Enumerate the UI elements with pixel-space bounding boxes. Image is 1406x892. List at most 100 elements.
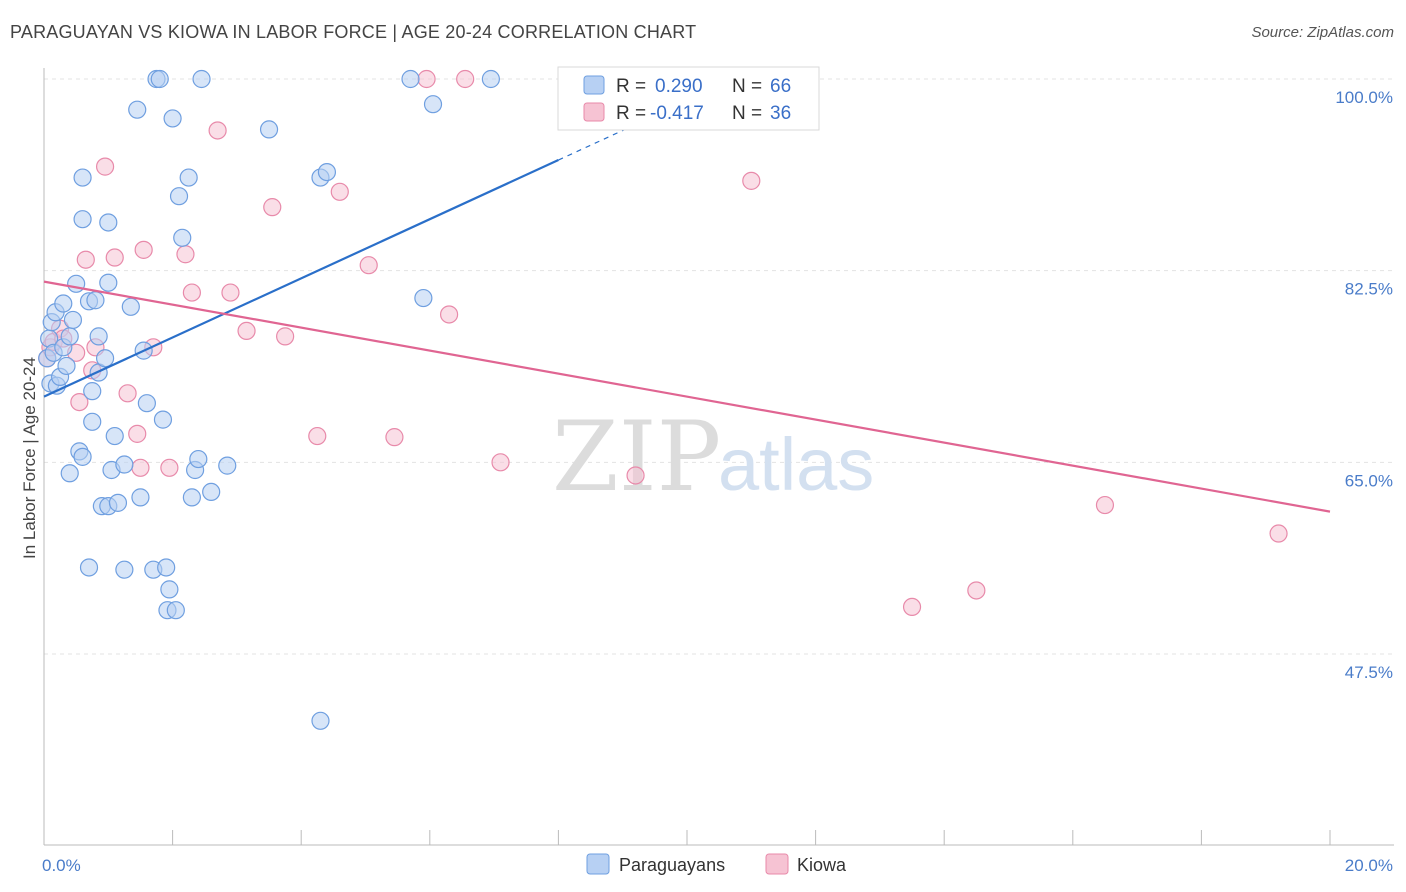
kiowa-point-26 <box>330 182 349 201</box>
paraguayan-point-58 <box>218 456 237 475</box>
legend-n-value-2: 36 <box>770 103 791 124</box>
paraguayan-point-47 <box>160 580 179 599</box>
paraguayan-point-59 <box>259 120 279 139</box>
series-legend: Paraguayans Kiowa <box>586 853 847 875</box>
bottom-legend-swatch-paraguayans <box>586 853 610 875</box>
data-points <box>38 69 1288 730</box>
kiowa-point-38 <box>1269 524 1288 543</box>
y-tick-label-1: 82.5% <box>1345 280 1393 299</box>
kiowa-point-37 <box>1095 495 1115 515</box>
bottom-legend-label-kiowa: Kiowa <box>797 855 847 875</box>
y-tick-label-3: 47.5% <box>1345 663 1393 682</box>
kiowa-point-14 <box>131 458 150 477</box>
kiowa-point-6 <box>70 392 89 412</box>
kiowa-point-27 <box>359 256 378 275</box>
paraguayan-point-20 <box>79 558 99 577</box>
paraguayan-point-53 <box>182 488 201 507</box>
axes <box>43 68 1394 846</box>
paraguayan-point-28 <box>99 273 118 292</box>
paraguayan-point-48 <box>163 109 182 128</box>
kiowa-point-35 <box>902 597 922 617</box>
kiowa-point-10 <box>95 157 115 176</box>
bottom-legend-swatch-kiowa <box>765 853 789 875</box>
kiowa-point-11 <box>105 248 124 267</box>
paraguayan-point-23 <box>86 291 105 310</box>
y-tick-labels: 100.0% 82.5% 65.0% 47.5% <box>1335 88 1393 682</box>
source-label: Source: ZipAtlas.com <box>1251 24 1394 41</box>
paraguayan-point-29 <box>99 213 118 232</box>
paraguayan-point-22 <box>83 412 102 431</box>
paraguayan-point-34 <box>115 455 134 474</box>
kiowa-point-32 <box>491 453 510 472</box>
kiowa-point-29 <box>417 69 436 89</box>
paraguayan-point-13 <box>63 310 83 330</box>
kiowa-point-31 <box>456 69 475 89</box>
stats-legend: R = 0.290 N = 66 R = -0.417 N = 36 <box>557 66 820 131</box>
kiowa-point-12 <box>118 384 137 403</box>
paraguayan-point-17 <box>73 210 92 229</box>
kiowa-point-13 <box>128 424 147 443</box>
paraguayan-point-66 <box>481 69 500 89</box>
y-tick-label-0: 100.0% <box>1335 88 1393 107</box>
kiowa-point-30 <box>439 305 459 324</box>
paraguayan-point-57 <box>202 482 221 502</box>
paraguayan-point-9 <box>54 294 73 313</box>
watermark-zip: ZIP <box>552 401 721 513</box>
paraguayan-point-11 <box>60 464 79 483</box>
paraguayan-point-65 <box>423 95 443 114</box>
paraguayan-point-45 <box>157 558 176 577</box>
paraguayan-point-10 <box>57 356 76 376</box>
x-tick-label-1: 20.0% <box>1345 856 1393 875</box>
x-tick-label-0: 0.0% <box>42 856 81 875</box>
paraguayan-point-14 <box>67 274 86 293</box>
gridlines <box>44 78 1394 655</box>
paraguayan-point-36 <box>121 297 140 316</box>
paraguayan-point-55 <box>189 449 208 469</box>
paraguayan-point-43 <box>150 69 169 89</box>
paraguayan-point-32 <box>105 426 124 446</box>
paraguayan-point-35 <box>115 560 134 579</box>
paraguayan-point-64 <box>414 288 433 308</box>
kiowa-point-7 <box>76 250 95 269</box>
paraguayan-point-56 <box>192 69 211 89</box>
kiowa-point-36 <box>967 581 986 600</box>
kiowa-point-23 <box>263 198 282 217</box>
kiowa-point-21 <box>221 283 240 302</box>
paraguayan-point-18 <box>73 168 92 187</box>
x-tick-labels: 0.0% 20.0% <box>42 856 1393 875</box>
legend-r-value-2: -0.417 <box>650 103 704 124</box>
paraguayan-point-44 <box>153 410 173 429</box>
kiowa-point-20 <box>208 121 227 140</box>
legend-n-label-1: N = <box>732 76 762 97</box>
paraguayan-point-40 <box>137 394 156 413</box>
paraguayan-point-21 <box>83 382 102 401</box>
watermark-atlas: atlas <box>718 423 874 506</box>
paraguayan-point-12 <box>60 327 79 346</box>
paraguayan-point-38 <box>131 488 150 507</box>
kiowa-point-33 <box>626 466 645 485</box>
legend-n-label-2: N = <box>732 103 762 124</box>
paraguayan-point-51 <box>173 228 192 247</box>
kiowa-point-28 <box>385 428 404 447</box>
legend-swatch-kiowa <box>583 102 605 122</box>
kiowa-point-17 <box>160 458 179 477</box>
legend-swatch-paraguayans <box>583 75 605 95</box>
y-tick-label-2: 65.0% <box>1345 471 1393 490</box>
kiowa-point-22 <box>237 321 256 341</box>
kiowa-point-18 <box>176 245 195 264</box>
legend-r-value-1: 0.290 <box>655 76 703 97</box>
paraguayan-point-25 <box>89 327 108 346</box>
kiowa-point-24 <box>276 327 295 346</box>
paraguayan-trend-line <box>43 159 559 398</box>
kiowa-point-34 <box>742 171 761 190</box>
paraguayan-point-52 <box>179 168 198 187</box>
legend-n-value-1: 66 <box>770 76 791 97</box>
paraguayan-point-63 <box>401 69 420 89</box>
bottom-legend-label-paraguayans: Paraguayans <box>619 855 725 875</box>
paraguayan-point-16 <box>73 447 92 466</box>
paraguayan-point-37 <box>128 100 147 119</box>
kiowa-trend-line <box>43 280 1331 513</box>
kiowa-point-19 <box>182 283 201 302</box>
paraguayan-point-50 <box>169 187 189 206</box>
